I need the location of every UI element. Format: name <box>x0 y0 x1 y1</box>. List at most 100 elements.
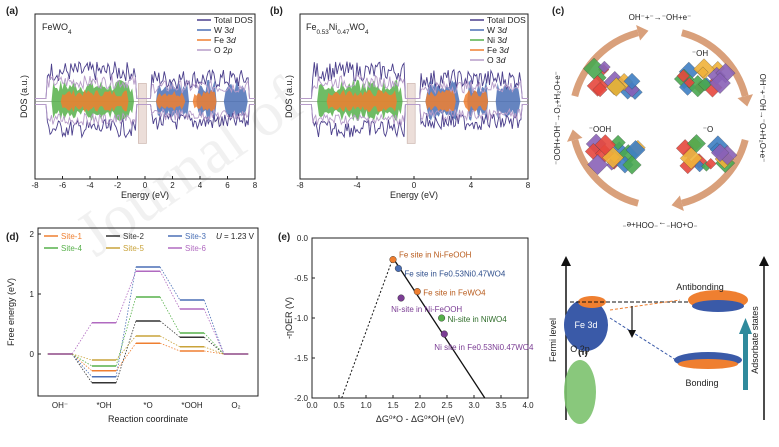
crystal-structure-ooh <box>622 155 642 175</box>
legend-label: Fe 3d <box>214 35 236 45</box>
crystal-structure-oh <box>683 77 695 89</box>
y-axis-label: -ηOER (V) <box>284 297 294 339</box>
x-tick-label: -4 <box>86 181 94 190</box>
connector-site-5 <box>71 353 93 361</box>
x-tick-label: 4.0 <box>522 401 534 410</box>
y-tick-label: -2.0 <box>294 394 308 403</box>
legend-label: Site-4 <box>61 244 82 253</box>
o-2p-up <box>35 74 255 99</box>
legend-label: O 2p <box>214 45 233 55</box>
fe-3d-band <box>300 89 528 102</box>
x-tick-label: -8 <box>296 181 304 190</box>
axis-arrow <box>561 256 571 266</box>
species-oh: ⁻OH <box>692 49 708 58</box>
step-1-text: OH⁻+⁻→⁻OH+e⁻ <box>629 13 692 22</box>
fermi-level-box <box>138 83 147 144</box>
connector-site-2 <box>159 320 181 338</box>
legend-label: W 3d <box>214 25 234 35</box>
y-tick-label: -1.5 <box>294 354 308 363</box>
x-tick-label: 2.0 <box>414 401 426 410</box>
legend-label: Site-2 <box>123 232 144 241</box>
x-axis-label: Energy (eV) <box>390 190 438 200</box>
adsorbate-bar <box>743 330 748 390</box>
connector-site-1 <box>159 342 181 352</box>
x-tick-label: -6 <box>59 181 67 190</box>
crystal-structure <box>606 77 626 97</box>
connector-site-5 <box>159 335 181 348</box>
connector-site-4 <box>115 296 137 367</box>
connector-site-2 <box>115 320 137 383</box>
antibonding-blue <box>692 300 744 312</box>
crystal-structure-o <box>705 158 717 170</box>
crystal-structure-oh <box>697 66 709 78</box>
legend-label: Site-1 <box>61 232 82 241</box>
connector-site-6 <box>71 322 93 355</box>
panel-c-label: (c) <box>552 6 564 17</box>
y-tick-label: -0.5 <box>294 274 308 283</box>
connector-site-3 <box>115 266 137 377</box>
o-2p-label: O 2p <box>570 344 590 354</box>
cycle-arc-3-head <box>671 195 684 211</box>
species-ooh: ⁻OOH <box>589 125 612 134</box>
cycle-arc-4 <box>571 138 640 207</box>
step-4-text: ⁻OOH+OH⁻→O₂+H₂O+e⁻ <box>553 71 562 165</box>
legend-label: Total DOS <box>214 15 253 25</box>
point-annotation: Ni-site in NiWO4 <box>448 315 508 324</box>
fe-3d-band <box>35 89 255 102</box>
axis-arrow <box>759 256 769 266</box>
orbital-connector <box>609 317 677 361</box>
x-tick-label: 8 <box>253 181 258 190</box>
fe-3d-label: Fe 3d <box>574 320 597 330</box>
panel-e-label: (e) <box>278 232 290 243</box>
fe-3d-band <box>300 101 528 113</box>
y-axis-label: DOS (a.u.) <box>19 75 29 118</box>
crystal-structure-o <box>711 143 730 162</box>
legend-label: O 3d <box>487 55 506 65</box>
crystal-structure <box>623 72 641 90</box>
species-o: ⁻O <box>703 125 713 134</box>
bonding-orange <box>678 359 738 369</box>
cycle-arc-1-head <box>636 25 649 41</box>
u-label: U = 1.23 V <box>216 232 255 241</box>
cycle-arc-2-head <box>737 94 753 107</box>
o-2p-up <box>300 74 528 99</box>
y-axis-label: DOS (a.u.) <box>284 75 294 118</box>
crystal-structure-ooh <box>594 134 616 156</box>
bonding-label: Bonding <box>685 378 718 388</box>
point-annotation: Fe site in FeWO4 <box>423 289 486 298</box>
cycle-arc-1 <box>571 29 640 98</box>
y-axis-label: Free energy (eV) <box>6 278 16 346</box>
connector-site-5 <box>115 335 137 361</box>
volcano-right-line <box>392 257 486 399</box>
x-tick-label: -4 <box>353 181 361 190</box>
step-2-text: OH⁻+⁻OH→⁻O+H₂O+e⁻ <box>758 74 767 163</box>
crystal-structure-oh <box>698 77 712 92</box>
x-tick-label: 0.0 <box>306 401 318 410</box>
energy-plot-frame <box>37 227 259 397</box>
connector-site-3 <box>71 353 93 378</box>
point-annotation: Ni-site in Ni-FeOOH <box>391 305 462 314</box>
y-tick-label: 0 <box>30 350 35 359</box>
cycle-arc-4-head <box>567 129 583 142</box>
connector-site-4 <box>203 332 225 355</box>
fermi-level-label: Fermi level <box>548 318 558 362</box>
x-tick-label: 2.5 <box>441 401 453 410</box>
connector-site-6 <box>159 271 181 310</box>
o-2p-lobe <box>564 360 596 424</box>
crystal-structure-o <box>679 147 703 170</box>
crystal-structure-ooh <box>587 154 609 175</box>
x-axis-label: Energy (eV) <box>121 190 169 200</box>
adsorbate-label: Adsorbate states <box>750 306 760 374</box>
step-3-text: ⁻O+OH⁻→⁻OOH+e⁻ <box>622 220 697 229</box>
panel-a-label: (a) <box>6 6 18 17</box>
crystal-structure <box>624 82 640 98</box>
connector-site-6 <box>203 308 225 355</box>
crystal-structure <box>592 82 608 98</box>
crystal-structure-ooh <box>610 134 626 151</box>
antibonding-label: Antibonding <box>676 282 724 292</box>
panel-d-label: (d) <box>6 232 19 243</box>
legend-label: Fe 3d <box>487 45 509 55</box>
x-tick-label: 1.5 <box>387 401 399 410</box>
state-label: *OH <box>96 401 111 410</box>
data-point <box>397 294 405 302</box>
